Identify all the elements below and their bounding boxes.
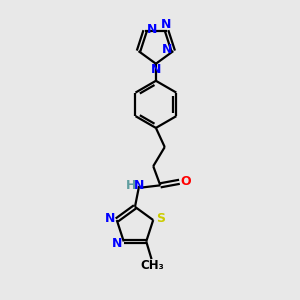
Text: N: N <box>134 179 144 192</box>
Text: N: N <box>162 43 172 56</box>
Text: S: S <box>156 212 165 225</box>
Text: N: N <box>112 237 122 250</box>
Text: O: O <box>181 175 191 188</box>
Text: N: N <box>151 62 162 76</box>
Text: N: N <box>146 23 157 36</box>
Text: N: N <box>161 18 171 31</box>
Text: H: H <box>126 179 136 192</box>
Text: N: N <box>104 212 115 225</box>
Text: CH₃: CH₃ <box>140 259 164 272</box>
